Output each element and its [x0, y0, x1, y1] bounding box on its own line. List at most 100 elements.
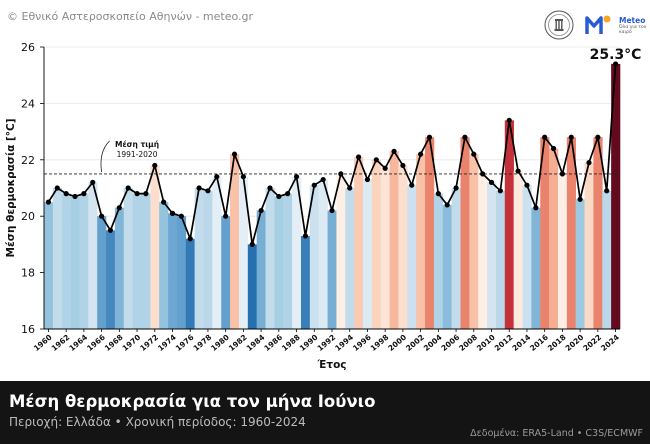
temperature-bar — [345, 188, 355, 329]
data-point — [143, 191, 149, 197]
data-point — [568, 134, 574, 140]
data-point — [355, 154, 362, 160]
temperature-bar — [203, 190, 213, 329]
x-tick-label: 1990 — [298, 333, 320, 353]
data-point — [107, 227, 114, 233]
temperature-bar — [389, 151, 399, 329]
temperature-bar — [132, 193, 142, 329]
temperature-bar — [469, 154, 479, 329]
y-tick-label: 22 — [21, 154, 35, 167]
temperature-bar — [194, 188, 204, 329]
x-tick-label: 1970 — [121, 333, 143, 353]
x-tick-label: 1980 — [209, 333, 231, 353]
x-tick-label: 1998 — [369, 333, 391, 353]
temperature-bar — [159, 202, 169, 329]
x-tick-label: 2020 — [564, 333, 586, 353]
temperature-bar — [70, 196, 80, 329]
data-point — [125, 185, 131, 191]
temperature-bar — [460, 137, 470, 329]
y-tick-label: 24 — [21, 97, 35, 110]
x-tick-label: 1960 — [32, 333, 54, 353]
temperature-bar — [238, 176, 249, 329]
data-point — [524, 182, 530, 188]
temperature-bar — [371, 159, 382, 329]
y-tick-label: 16 — [21, 323, 35, 336]
temperature-bar — [327, 210, 337, 329]
temperature-bar — [52, 188, 63, 329]
data-point — [480, 171, 486, 177]
temperature-bar — [442, 204, 452, 329]
temperature-bar — [274, 196, 284, 329]
temperature-bar — [380, 168, 390, 329]
x-tick-label: 1964 — [67, 333, 89, 353]
temperature-bar — [141, 193, 151, 329]
data-point — [329, 207, 335, 214]
temperature-bar — [407, 185, 417, 329]
temperature-bar — [230, 154, 240, 329]
temperature-bar — [97, 216, 107, 329]
data-point — [550, 145, 557, 152]
temperature-bar — [283, 193, 293, 329]
x-tick-label: 2012 — [493, 333, 515, 353]
x-tick-label: 1994 — [333, 333, 355, 353]
data-point — [205, 188, 211, 194]
data-point — [382, 165, 388, 171]
data-point — [134, 191, 140, 197]
temperature-bar — [611, 63, 621, 330]
brand-tagline: Όλα για τον καιρό — [619, 25, 647, 35]
data-point — [196, 185, 202, 191]
temperature-bar — [451, 188, 461, 329]
temperature-bar — [150, 165, 160, 329]
data-point — [249, 241, 255, 247]
data-point — [54, 185, 60, 191]
data-point — [311, 182, 317, 188]
data-point — [391, 148, 397, 154]
x-tick-label: 2022 — [581, 333, 603, 353]
x-tick-label: 2016 — [528, 333, 550, 353]
data-source: Δεδομένα: ERA5-Land • C3S/ECMWF — [470, 428, 643, 439]
temperature-bar — [309, 185, 320, 329]
temperature-bar — [584, 162, 594, 329]
data-point — [258, 207, 264, 214]
temperature-bar — [212, 176, 222, 329]
x-tick-label: 1982 — [227, 333, 249, 353]
x-tick-label: 1966 — [85, 333, 107, 353]
temperature-bar — [398, 165, 408, 329]
temperature-bar — [602, 190, 612, 329]
data-point — [462, 134, 468, 140]
x-tick-label: 1984 — [245, 333, 267, 353]
x-tick-label: 2024 — [599, 333, 621, 353]
data-point — [612, 61, 619, 67]
x-tick-label: 1978 — [191, 333, 213, 353]
data-point — [373, 157, 379, 163]
temperature-bar — [540, 137, 550, 329]
data-point — [267, 185, 273, 191]
data-point — [152, 162, 158, 169]
data-point — [488, 179, 495, 185]
data-point — [418, 151, 424, 157]
temperature-bar — [79, 193, 89, 329]
temperature-bar — [504, 120, 514, 329]
temperature-bar — [265, 188, 275, 329]
temperature-bar — [487, 182, 497, 329]
temperature-bar — [557, 173, 568, 329]
data-point — [45, 199, 52, 205]
x-tick-label: 1974 — [156, 333, 178, 353]
data-point — [542, 134, 548, 140]
temperature-bar — [433, 193, 444, 329]
y-tick-label: 20 — [21, 210, 35, 223]
temperature-bar — [292, 176, 302, 329]
temperature-bar — [114, 207, 125, 329]
temperature-bar — [425, 137, 435, 329]
reference-pointer — [100, 140, 110, 172]
data-point — [515, 168, 521, 174]
x-tick-label: 1986 — [262, 333, 284, 353]
data-point — [533, 205, 539, 211]
data-point — [586, 160, 592, 166]
data-point — [187, 236, 193, 242]
data-point — [231, 151, 238, 157]
data-point — [302, 233, 309, 239]
meteo-logo-icon — [585, 15, 611, 34]
y-axis-label: Μέση θερμοκρασία [°C] — [5, 119, 17, 258]
